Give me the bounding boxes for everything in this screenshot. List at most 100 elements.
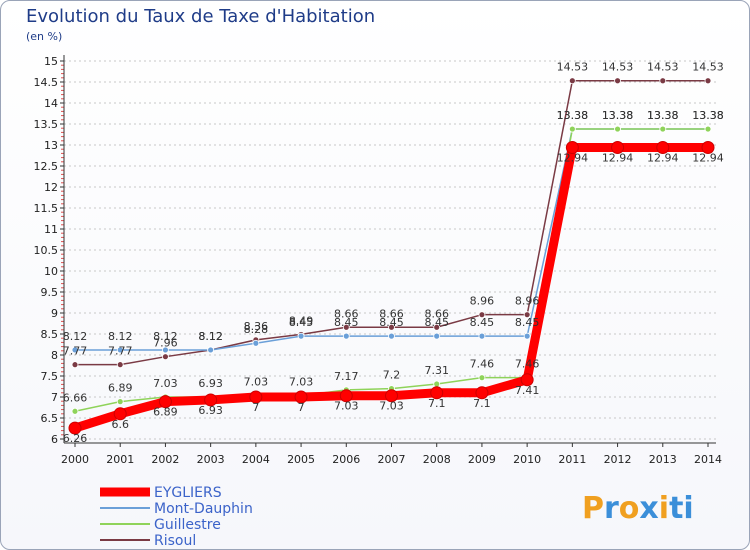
data-label: 6.93 (198, 404, 223, 417)
x-tick-label: 2003 (197, 453, 225, 466)
logo-letter: x (639, 491, 658, 526)
data-label: 6.89 (108, 382, 133, 395)
data-point (113, 407, 127, 421)
data-point (704, 125, 712, 133)
x-tick-label: 2004 (242, 453, 270, 466)
data-label: 6.26 (63, 432, 88, 445)
y-tick-label: 11 (44, 223, 58, 236)
x-tick-label: 2006 (332, 453, 360, 466)
data-label: 7.1 (428, 397, 446, 410)
data-label: 14.53 (692, 61, 724, 74)
data-point (71, 361, 79, 369)
y-tick-label: 6.5 (41, 412, 59, 425)
data-label: 14.53 (647, 61, 679, 74)
y-axis-unit: (en %) (26, 30, 63, 43)
legend-label: Risoul (154, 533, 196, 549)
y-tick-label: 10.5 (34, 244, 59, 257)
data-label: 7.03 (334, 400, 359, 413)
data-label: 7.31 (424, 364, 449, 377)
data-label: 8.45 (289, 316, 314, 329)
y-tick-label: 14 (44, 97, 58, 110)
data-point (339, 389, 353, 403)
x-tick-label: 2013 (649, 453, 677, 466)
data-point (475, 386, 489, 400)
data-point (71, 346, 79, 354)
data-label: 8.49 (289, 314, 314, 327)
y-tick-label: 12.5 (34, 160, 59, 173)
data-point (611, 141, 625, 155)
x-tick-label: 2007 (378, 453, 406, 466)
data-point (207, 346, 215, 354)
data-label: 13.38 (647, 109, 679, 122)
data-label: 7.2 (383, 369, 401, 382)
data-point (565, 141, 579, 155)
data-point (568, 125, 576, 133)
data-label: 7.96 (153, 337, 178, 350)
data-label: 6.6 (111, 418, 129, 431)
logo-letter: P (582, 491, 604, 526)
data-label: 7.41 (515, 384, 540, 397)
data-label: 13.38 (557, 109, 589, 122)
y-tick-label: 9.5 (41, 286, 59, 299)
data-point (433, 332, 441, 340)
data-point (656, 141, 670, 155)
data-labels: 6.26 6.6 6.89 6.93 7 7 7.03 7.03 7.1 7.1 7.41 12.94… (63, 61, 724, 445)
data-point (614, 77, 621, 85)
data-label: 8.96 (470, 295, 495, 308)
data-label: 7.03 (289, 376, 314, 389)
data-point (704, 77, 712, 85)
data-point (478, 332, 486, 340)
data-point (385, 389, 398, 403)
data-label: 8.12 (63, 330, 88, 343)
x-tick-label: 2012 (604, 453, 632, 466)
data-point (116, 398, 124, 406)
axes: 6 6.5 7 7.5 8 8.5 9 9.5 10 10.5 11 11.5 12 12.5 13 13.5… (34, 55, 722, 466)
logo-text: Proxiti (582, 491, 694, 526)
data-point (342, 323, 350, 331)
data-point (297, 332, 305, 340)
data-label: 12.94 (692, 152, 724, 165)
chart-title: Evolution du Taux de Taxe d'Habitation (26, 6, 376, 27)
series-markers (68, 77, 715, 435)
data-point (478, 311, 486, 319)
x-tick-label: 2008 (423, 453, 451, 466)
data-label: 7.46 (515, 358, 540, 371)
data-label: 8.96 (515, 295, 540, 308)
y-tick-label: 6 (51, 433, 58, 446)
data-label: 8.12 (198, 330, 223, 343)
data-point (71, 407, 79, 415)
data-label: 8.45 (424, 316, 449, 329)
data-point (430, 386, 444, 400)
x-tick-label: 2002 (151, 453, 179, 466)
data-point (158, 395, 172, 409)
data-label: 8.45 (515, 316, 540, 329)
data-point (116, 346, 124, 354)
data-point (204, 393, 218, 407)
proxiti-logo: Proxiti (582, 491, 694, 526)
y-tick-label: 12 (44, 181, 58, 194)
data-label: 7.03 (244, 376, 269, 389)
data-point (342, 332, 350, 340)
y-tick-label: 14.5 (34, 76, 59, 89)
data-point (523, 311, 531, 319)
data-label: 7 (252, 401, 259, 414)
y-tick-label: 15 (44, 55, 58, 68)
data-label: 7.17 (334, 370, 359, 383)
legend-label: Mont-Dauphin (154, 501, 253, 517)
data-label: 8.66 (424, 307, 449, 320)
x-tick-label: 2009 (468, 453, 496, 466)
data-label: 6.66 (63, 391, 88, 404)
data-label: 8.12 (108, 330, 133, 343)
data-label: 13.38 (602, 109, 634, 122)
y-tick-label: 9 (51, 307, 58, 320)
legend-label: EYGLIERS (154, 485, 222, 501)
data-point (68, 421, 82, 435)
data-point (388, 323, 395, 331)
data-label: 7.77 (108, 345, 133, 358)
data-point (659, 77, 667, 85)
logo-letter: i (659, 491, 669, 526)
x-tick-label: 2001 (106, 453, 134, 466)
data-point (162, 346, 169, 354)
